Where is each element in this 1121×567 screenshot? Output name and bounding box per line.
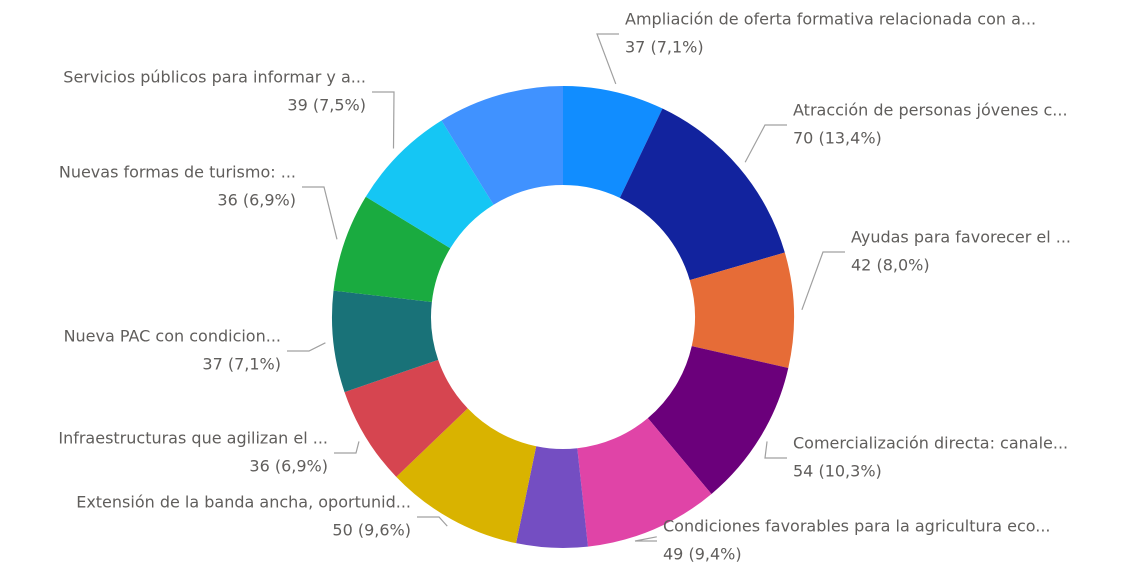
value-label: 42 (8,0%) [851, 256, 930, 275]
donut-slice [516, 446, 588, 548]
leader-line [596, 33, 619, 85]
donut-slice [577, 418, 712, 547]
value-label: 39 (7,5%) [287, 96, 366, 115]
slice-label: Infraestructuras que agilizan el ... [58, 429, 328, 448]
value-label: 36 (6,9%) [249, 457, 328, 476]
value-label: 50 (9,6%) [332, 521, 411, 540]
slice-label: Nuevas formas de turismo: ... [59, 163, 296, 182]
leader-line [764, 441, 787, 459]
donut-slice [365, 120, 494, 249]
donut-slice [647, 346, 789, 494]
donut-slice [331, 290, 439, 393]
donut-slice [563, 86, 663, 198]
donut-slice [396, 408, 537, 544]
slice-label: Extensión de la banda ancha, oportunid..… [76, 493, 411, 512]
slice-label: Nueva PAC con condicion... [64, 327, 281, 346]
value-label: 37 (7,1%) [625, 38, 704, 57]
value-label: 49 (9,4%) [663, 545, 742, 564]
slice-label: Atracción de personas jóvenes c... [793, 101, 1068, 120]
value-label: 37 (7,1%) [202, 355, 281, 374]
leader-line [744, 124, 787, 163]
leader-line [417, 516, 448, 527]
slice-label: Servicios públicos para informar y a... [63, 68, 366, 87]
donut-slice [333, 196, 451, 302]
slice-label: Ampliación de oferta formativa relaciona… [625, 10, 1036, 29]
value-label: 36 (6,9%) [217, 191, 296, 210]
donut-slice [441, 86, 563, 205]
slice-label: Condiciones favorables para la agricultu… [663, 517, 1051, 536]
leader-line [302, 186, 338, 240]
value-label: 54 (10,3%) [793, 462, 882, 481]
slice-label: Ayudas para favorecer el ... [851, 228, 1071, 247]
leader-line [372, 91, 395, 149]
donut-slice [689, 252, 794, 369]
donut-slice [344, 359, 468, 477]
slice-label: Comercialización directa: canale... [793, 434, 1068, 453]
leader-line [334, 441, 360, 454]
value-label: 70 (13,4%) [793, 129, 882, 148]
leader-line [287, 342, 326, 352]
donut-slice [619, 108, 785, 281]
leader-line [634, 536, 657, 542]
leader-line [801, 251, 845, 311]
